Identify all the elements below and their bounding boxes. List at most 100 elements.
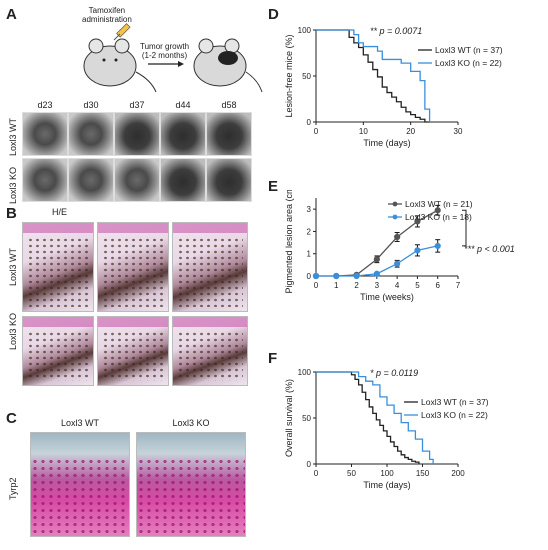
photo-ko-d37 — [114, 158, 160, 202]
photo-wt-d58 — [206, 112, 252, 156]
photo-wt-d37 — [114, 112, 160, 156]
legend-label: Loxl3 WT (n = 21) — [405, 199, 473, 209]
x-tick-label: 30 — [454, 127, 463, 136]
mouse-schematic — [83, 23, 263, 93]
legend-label: Loxl3 KO (n = 22) — [435, 58, 502, 68]
series-line-2 — [316, 371, 434, 464]
data-point — [373, 256, 380, 263]
x-axis-label: Time (weeks) — [360, 292, 414, 302]
panel-letter-d: D — [268, 6, 279, 23]
legend-label: Loxl3 KO (n = 18) — [405, 212, 472, 222]
day-label-2: d30 — [83, 100, 99, 110]
x-tick-label: 3 — [375, 281, 380, 290]
data-point — [434, 242, 441, 250]
x-axis-label: Time (days) — [363, 480, 410, 490]
panel-letter-e: E — [268, 178, 279, 195]
y-tick-label: 0 — [307, 460, 312, 469]
y-tick-label: 50 — [302, 414, 311, 423]
y-tick-label: 0 — [307, 118, 312, 127]
day-label-3: d37 — [129, 100, 145, 110]
row-label-b-ko: Loxl3 KO — [8, 312, 18, 350]
y-tick-label: 2 — [307, 227, 312, 236]
y-tick-label: 100 — [298, 368, 312, 377]
data-point — [333, 272, 340, 280]
he-wt-low — [22, 222, 94, 312]
stain-label-he: H/E — [52, 207, 68, 217]
chart-lesion-free: 0 10 20 30 0 50 100 Time (days) Lesion-free mice… — [284, 26, 503, 148]
p-value-annotation: ** p = 0.0071 — [370, 26, 422, 36]
x-tick-label: 6 — [435, 281, 440, 290]
series-line-1 — [316, 29, 430, 123]
legend-label: Loxl3 WT (n = 37) — [421, 397, 489, 407]
mouse-right-icon — [193, 38, 263, 93]
panel-letter-f: F — [268, 350, 278, 367]
x-tick-label: 0 — [314, 281, 319, 290]
mouse-left-icon — [83, 38, 157, 93]
legend-label: Loxl3 KO (n = 22) — [421, 410, 488, 420]
row-label-b-wt: Loxl3 WT — [8, 247, 18, 286]
x-tick-label: 7 — [456, 281, 461, 290]
column-label-c-wt: Loxl3 WT — [60, 418, 99, 428]
x-tick-label: 0 — [314, 127, 319, 136]
y-tick-label: 0 — [307, 272, 312, 281]
data-point — [312, 272, 320, 280]
legend-marker — [392, 214, 398, 220]
x-tick-label: 200 — [451, 469, 465, 478]
series-line-1 — [316, 371, 420, 464]
chart-survival: 0 50 100 150 200 0 50 100 Time (days) Overall sur… — [284, 368, 489, 490]
tumor-growth-label: Tumor growth (1-2 months) — [140, 42, 190, 60]
x-axis-label: Time (days) — [363, 138, 410, 148]
panel-letter-c: C — [6, 410, 17, 427]
significance-bracket — [462, 209, 467, 247]
legend-label: Loxl3 WT (n = 37) — [435, 45, 503, 55]
syringe-icon — [113, 23, 131, 41]
row-label-a-wt: Loxl3 WT — [8, 117, 18, 156]
tamoxifen-label: Tamoxifen administration — [82, 6, 132, 24]
photo-wt-d23 — [22, 112, 68, 156]
x-tick-label: 20 — [406, 127, 415, 136]
x-tick-label: 10 — [359, 127, 368, 136]
column-label-c-ko: Loxl3 KO — [172, 418, 210, 428]
y-tick-label: 50 — [302, 72, 311, 81]
panel-letter-b: B — [6, 205, 17, 222]
photo-ko-d44 — [160, 158, 206, 202]
legend-marker — [392, 201, 398, 207]
he-ko-mid — [97, 316, 169, 386]
photo-ko-d23 — [22, 158, 68, 202]
ihc-tyrp2-ko — [136, 432, 246, 537]
data-point — [394, 233, 401, 241]
x-tick-label: 1 — [334, 281, 339, 290]
y-tick-label: 100 — [298, 26, 312, 35]
series-line-2 — [316, 29, 431, 122]
row-label-a-ko: Loxl3 KO — [8, 166, 18, 204]
x-tick-label: 4 — [395, 281, 400, 290]
he-wt-high — [172, 222, 248, 312]
x-tick-label: 0 — [314, 469, 319, 478]
x-tick-label: 5 — [415, 281, 420, 290]
x-tick-label: 100 — [380, 469, 394, 478]
day-label-1: d23 — [37, 100, 53, 110]
photo-wt-d30 — [68, 112, 114, 156]
data-point — [434, 207, 441, 214]
y-tick-label: 3 — [307, 205, 312, 214]
data-point — [414, 218, 421, 225]
photo-wt-d44 — [160, 112, 206, 156]
photo-ko-d30 — [68, 158, 114, 202]
he-ko-high — [172, 316, 248, 386]
data-point — [373, 270, 380, 277]
y-axis-label: Pigmented lesion area (cm²) — [284, 190, 294, 294]
p-value-annotation: * p = 0.0119 — [370, 368, 418, 378]
data-point — [414, 247, 421, 254]
y-tick-label: 1 — [307, 250, 312, 259]
x-tick-label: 50 — [347, 469, 356, 478]
panel-letter-a: A — [6, 6, 17, 23]
y-axis-label: Overall survival (%) — [284, 379, 294, 457]
x-tick-label: 2 — [354, 281, 359, 290]
ihc-tyrp2-wt — [30, 432, 130, 537]
he-wt-mid — [97, 222, 169, 312]
data-point — [394, 260, 401, 267]
photo-ko-d58 — [206, 158, 252, 202]
p-value-annotation: *** p < 0.001 — [464, 244, 515, 254]
day-label-5: d58 — [221, 100, 237, 110]
chart-lesion-area: 0 1 2 3 4 5 6 7 0 1 2 3 Time (weeks) Pigmented lesion… — [284, 190, 515, 302]
